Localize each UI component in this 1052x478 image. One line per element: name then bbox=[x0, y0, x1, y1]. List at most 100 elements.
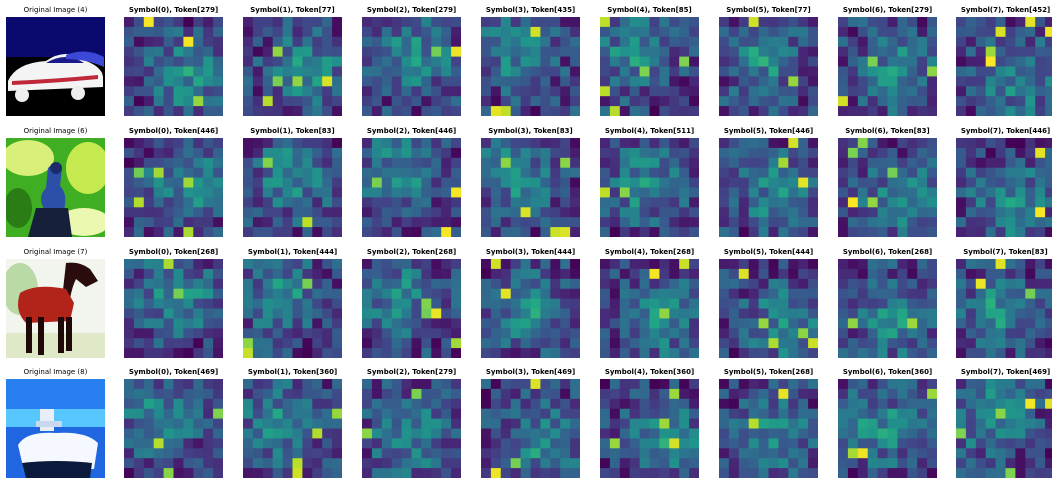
heatmap-cell bbox=[907, 147, 918, 159]
heatmap-cell bbox=[1045, 298, 1052, 309]
heatmap-cell bbox=[560, 338, 571, 349]
heatmap-cell bbox=[847, 408, 859, 419]
heatmap-cell bbox=[1015, 308, 1026, 319]
heatmap-cell bbox=[609, 338, 621, 349]
heatmap-cell bbox=[243, 207, 254, 218]
heatmap-cell bbox=[689, 318, 699, 329]
heatmap-cell bbox=[441, 197, 452, 208]
heatmap-cell bbox=[689, 207, 699, 218]
heatmap-cell bbox=[312, 76, 323, 87]
heatmap-cell bbox=[282, 56, 293, 67]
heatmap-cell bbox=[600, 138, 611, 149]
heatmap-cell bbox=[778, 408, 789, 419]
ship-tower bbox=[40, 409, 54, 431]
heatmap-cell bbox=[560, 428, 571, 439]
heatmap-cell bbox=[679, 418, 690, 429]
heatmap-cell bbox=[163, 177, 174, 188]
heatmap-cell bbox=[520, 106, 531, 116]
heatmap-cell bbox=[649, 207, 660, 218]
heatmap-cell bbox=[282, 46, 293, 57]
heatmap-cell bbox=[510, 86, 521, 97]
heatmap-cell bbox=[143, 217, 155, 228]
heatmap-cell bbox=[183, 259, 194, 270]
original-image-cell: Original Image (7) bbox=[6, 246, 105, 358]
symbol-token-title: Symbol(0), Token[446] bbox=[128, 127, 219, 135]
heatmap-cell bbox=[838, 338, 849, 349]
heatmap-cell bbox=[520, 288, 531, 299]
heatmap-cell bbox=[163, 308, 174, 319]
heatmap-cell bbox=[995, 36, 1006, 48]
heatmap-cell bbox=[738, 338, 750, 349]
heatmap-cell bbox=[1015, 318, 1026, 329]
heatmap-cell bbox=[391, 338, 402, 349]
heatmap-cell bbox=[778, 448, 789, 459]
heatmap-cell bbox=[1025, 76, 1036, 87]
heatmap-cell bbox=[808, 458, 818, 469]
heatmap-cell bbox=[481, 338, 492, 349]
heatmap-cell bbox=[907, 177, 918, 188]
heatmap-cell bbox=[768, 177, 779, 188]
heatmap-cell bbox=[362, 207, 373, 218]
heatmap-cell bbox=[1025, 468, 1036, 478]
heatmap-cell bbox=[282, 379, 293, 390]
heatmap-cell bbox=[619, 227, 631, 237]
heatmap-cell bbox=[371, 26, 383, 38]
heatmap-cell bbox=[609, 96, 621, 107]
original-image-title: Original Image (4) bbox=[23, 6, 88, 14]
heatmap-cell bbox=[362, 46, 373, 57]
heatmap-cell bbox=[956, 227, 967, 237]
heatmap-cell bbox=[272, 278, 283, 290]
heatmap-cell bbox=[391, 217, 402, 228]
heatmap-cell bbox=[995, 318, 1006, 329]
heatmap-cell bbox=[510, 259, 521, 270]
heatmap-cell bbox=[669, 398, 680, 410]
heatmap-cell bbox=[669, 66, 680, 77]
heatmap-cell bbox=[133, 197, 145, 208]
heatmap-cell bbox=[203, 408, 214, 419]
heatmap-cell bbox=[975, 398, 987, 410]
heatmap-cell bbox=[401, 288, 412, 299]
heatmap-cell bbox=[421, 197, 432, 208]
heatmap-cell bbox=[689, 197, 699, 208]
heatmap-cell bbox=[371, 428, 383, 439]
heatmap-cell bbox=[619, 207, 631, 218]
heatmap-cell bbox=[183, 177, 194, 188]
heatmap-cell bbox=[302, 167, 313, 178]
heatmap-cell bbox=[391, 428, 402, 439]
heatmap-cell bbox=[965, 418, 977, 429]
heatmap-cell bbox=[1035, 259, 1046, 270]
heatmap-cell bbox=[788, 268, 799, 280]
heatmap-cell bbox=[262, 147, 274, 159]
heatmap-cell bbox=[292, 66, 303, 77]
heatmap-cell bbox=[659, 328, 670, 339]
heatmap-cell bbox=[272, 96, 283, 107]
heatmap-cell bbox=[857, 448, 869, 459]
heatmap-cell bbox=[748, 408, 759, 419]
heatmap-cell bbox=[679, 268, 690, 280]
heatmap-cell bbox=[995, 308, 1006, 319]
heatmap-cell bbox=[808, 438, 818, 449]
heatmap-cell bbox=[808, 76, 818, 87]
heatmap-cell bbox=[1035, 187, 1046, 198]
heatmap-cell bbox=[808, 157, 818, 169]
heatmap-cell bbox=[1025, 278, 1036, 290]
heatmap-cell bbox=[887, 288, 898, 299]
heatmap-cell bbox=[649, 338, 660, 349]
heatmap-cell bbox=[738, 379, 750, 390]
heatmap-cell bbox=[808, 428, 818, 439]
heatmap-cell bbox=[163, 187, 174, 198]
heatmap-cell bbox=[490, 66, 502, 77]
heatmap-cell bbox=[847, 167, 859, 178]
symbol-token-title: Symbol(6), Token[268] bbox=[842, 248, 933, 256]
heatmap-cell bbox=[669, 227, 680, 237]
heatmap-cell bbox=[728, 438, 740, 449]
heatmap-cell bbox=[956, 167, 967, 178]
heatmap-cell bbox=[639, 328, 650, 339]
heatmap-cell bbox=[292, 36, 303, 48]
heatmap-cell bbox=[272, 106, 283, 116]
heatmap-cell bbox=[649, 26, 660, 38]
heatmap-cell bbox=[927, 187, 937, 198]
heatmap-cell bbox=[540, 308, 551, 319]
heatmap-cell bbox=[183, 379, 194, 390]
